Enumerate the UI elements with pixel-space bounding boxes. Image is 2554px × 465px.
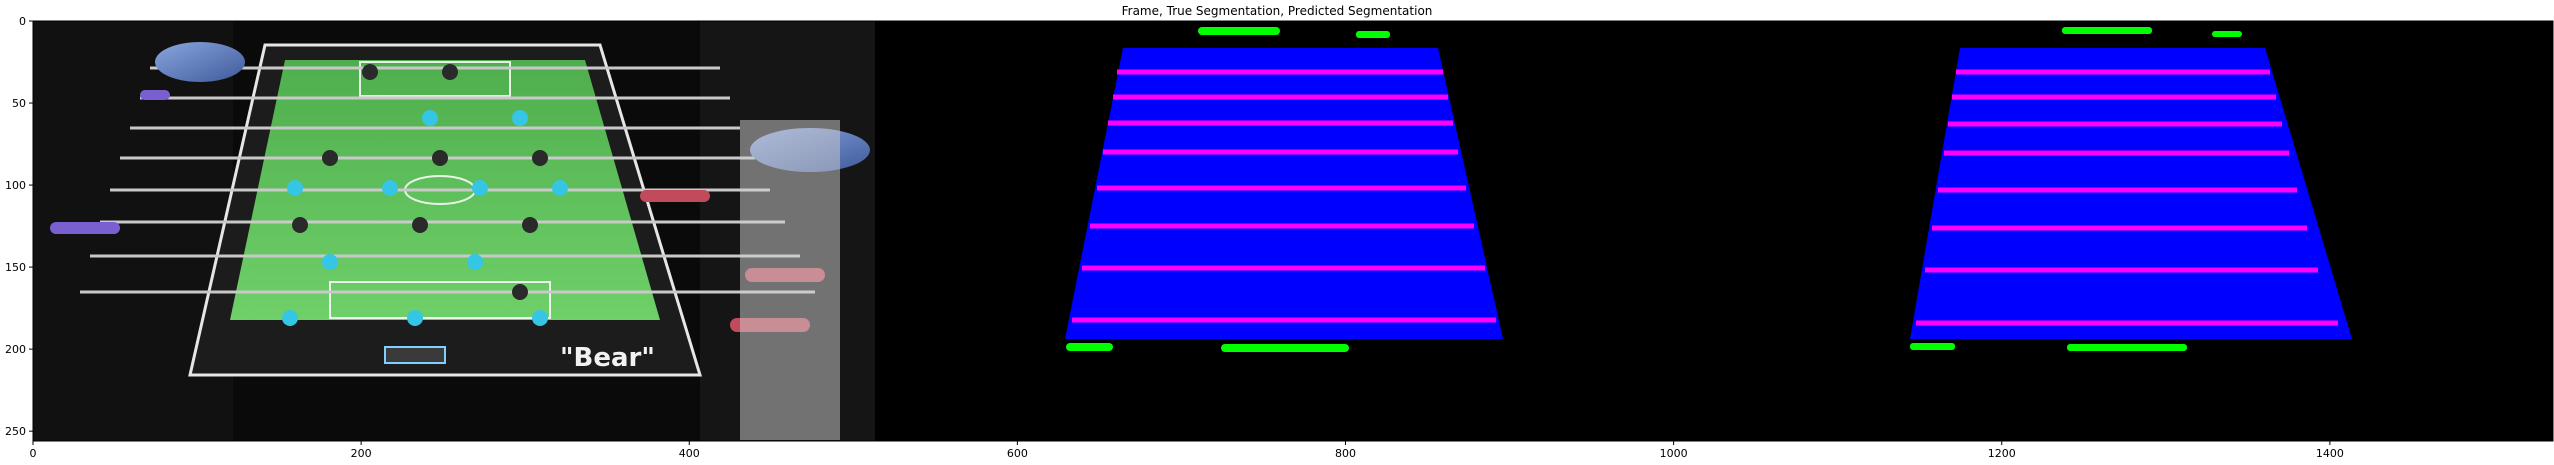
true-table-mask <box>1065 48 1503 339</box>
true-goal-masks <box>1066 27 1390 352</box>
x-tick-label: 400 <box>679 447 700 460</box>
y-tick-label: 0 <box>19 15 26 28</box>
figure-title: Frame, True Segmentation, Predicted Segm… <box>1121 4 1433 18</box>
x-tick-label: 1000 <box>1660 447 1688 460</box>
players-dark <box>292 64 548 300</box>
player-hand-left <box>155 42 245 82</box>
x-tick-label: 200 <box>351 447 372 460</box>
x-tick-label: 1400 <box>2316 447 2344 460</box>
true-segmentation-panel <box>1065 27 1503 352</box>
x-tick-label: 1200 <box>1988 447 2016 460</box>
predicted-table-mask <box>1910 48 2352 339</box>
x-tick-label: 800 <box>1335 447 1356 460</box>
y-tick-label: 150 <box>5 261 26 274</box>
y-tick-label: 50 <box>12 97 26 110</box>
y-tick-label: 200 <box>5 343 26 356</box>
y-axis-ticks: 0 50 100 150 200 250 <box>5 15 33 438</box>
true-rod-masks <box>1072 69 1496 323</box>
x-axis-ticks: 0 200 400 600 800 1000 1200 1400 <box>30 441 2344 460</box>
y-tick-label: 100 <box>5 179 26 192</box>
predicted-goal-masks <box>1910 27 2242 351</box>
players-cyan <box>282 110 568 326</box>
x-tick-label: 600 <box>1007 447 1028 460</box>
predicted-segmentation-panel <box>1910 27 2352 351</box>
goal-bar <box>384 346 446 364</box>
frame-panel: "Bear" <box>33 21 875 441</box>
axes-frame <box>32 20 2554 442</box>
table-label: "Bear" <box>560 343 655 373</box>
x-tick-label: 0 <box>30 447 37 460</box>
predicted-rod-masks <box>1916 69 2338 326</box>
y-tick-label: 250 <box>5 425 26 438</box>
